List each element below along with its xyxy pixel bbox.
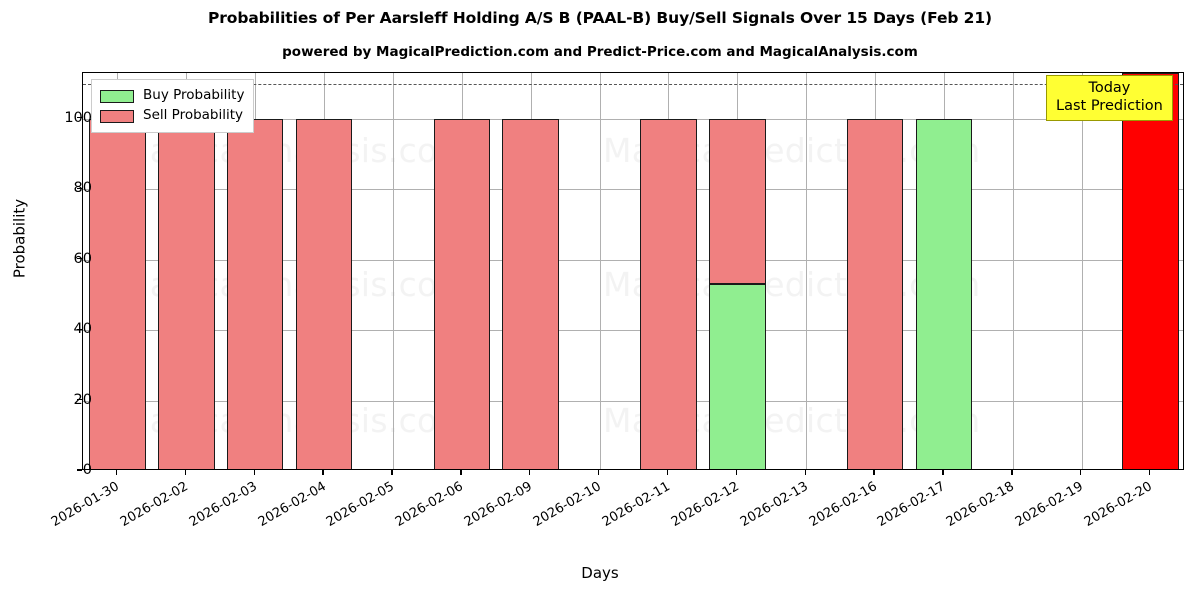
x-tick-label: 2026-02-12 [668, 479, 742, 530]
x-tick-label: 2026-02-20 [1081, 479, 1155, 530]
legend-label-buy: Buy Probability [143, 87, 245, 104]
y-tick-label: 0 [82, 462, 92, 478]
bar-buy[interactable] [709, 284, 766, 469]
y-tick-label: 40 [73, 321, 92, 338]
gridline-horizontal [83, 259, 1183, 261]
x-tick-label: 2026-02-13 [737, 479, 811, 530]
y-tick-label: 60 [73, 250, 92, 267]
x-tick-mark [460, 470, 462, 475]
legend-swatch-sell-icon [100, 109, 134, 123]
legend-label-sell: Sell Probability [143, 107, 244, 124]
x-tick-label: 2026-02-05 [324, 479, 398, 530]
bar-today[interactable] [1122, 73, 1179, 469]
x-tick-label: 2026-02-18 [944, 479, 1018, 530]
bar-sell[interactable] [709, 118, 766, 285]
x-tick-label: 2026-02-17 [875, 479, 949, 530]
x-tick-mark [391, 470, 393, 475]
legend-item-sell[interactable]: Sell Probability [100, 106, 244, 126]
x-tick-mark [942, 470, 944, 475]
today-annotation-line1: Today [1088, 80, 1131, 96]
x-tick-label: 2026-02-02 [117, 479, 191, 530]
x-tick-mark [735, 470, 737, 475]
x-tick-mark [529, 470, 531, 475]
gridline-horizontal [83, 330, 1183, 332]
chart-title: Probabilities of Per Aarsleff Holding A/… [207, 9, 993, 27]
today-annotation-line2: Last Prediction [1056, 97, 1163, 114]
y-tick-label: 20 [73, 391, 92, 408]
bar-sell[interactable] [158, 118, 215, 469]
bar-buy[interactable] [915, 118, 973, 469]
x-tick-mark [1011, 470, 1013, 475]
y-tick-mark [77, 258, 82, 260]
y-axis-label: Probability [10, 198, 29, 279]
y-tick-mark [77, 117, 82, 119]
y-tick-mark [77, 187, 82, 189]
x-tick-mark [253, 470, 255, 475]
x-tick-mark [597, 470, 600, 475]
y-tick-mark [77, 398, 82, 401]
x-tick-label: 2026-02-06 [393, 479, 467, 530]
gridline-vertical [806, 73, 808, 469]
x-tick-mark [666, 470, 669, 475]
bar-sell[interactable] [640, 118, 697, 469]
x-tick-label: 2026-02-04 [255, 479, 329, 530]
bar-sell[interactable] [433, 118, 491, 469]
x-tick-label: 2026-02-16 [806, 479, 880, 530]
chart-subtitle: powered by MagicalPrediction.com and Pre… [282, 44, 918, 60]
x-tick-mark [184, 470, 186, 475]
threshold-line [83, 83, 1183, 85]
bar-sell[interactable] [295, 118, 353, 469]
x-tick-label: 2026-02-11 [599, 479, 673, 530]
gridline-vertical [1012, 73, 1014, 469]
x-tick-mark [322, 470, 324, 475]
bar-sell[interactable] [89, 118, 146, 469]
today-annotation: Today Last Prediction [1046, 75, 1173, 122]
x-tick-label: 2026-02-10 [530, 479, 604, 530]
x-tick-label: 2026-02-09 [462, 479, 535, 530]
y-tick-mark [77, 328, 82, 330]
gridline-vertical [1081, 73, 1083, 469]
gridline-horizontal [83, 189, 1183, 191]
x-tick-mark [1080, 470, 1082, 475]
gridline-horizontal [83, 400, 1183, 402]
bar-sell[interactable] [502, 118, 559, 469]
legend-item-buy[interactable]: Buy Probability [100, 86, 244, 106]
gridline-horizontal [83, 118, 1183, 120]
chart-legend: Buy Probability Sell Probability [91, 79, 255, 133]
bar-sell[interactable] [846, 118, 904, 469]
x-tick-mark [873, 470, 875, 475]
x-tick-mark [115, 470, 118, 475]
y-tick-label: 80 [73, 180, 92, 197]
legend-swatch-buy-icon [100, 89, 134, 103]
y-tick-label: 100 [64, 109, 92, 126]
x-tick-label: 2026-02-03 [186, 479, 260, 530]
x-tick-label: 2026-02-19 [1013, 479, 1086, 530]
bar-sell[interactable] [226, 118, 284, 469]
x-axis-label: Days [581, 564, 619, 582]
x-tick-mark [804, 470, 806, 475]
x-tick-label: 2026-01-30 [48, 479, 122, 530]
x-tick-mark [1148, 470, 1151, 475]
gridline-vertical [599, 73, 601, 469]
gridline-vertical [392, 73, 394, 469]
y-tick-mark [77, 469, 82, 471]
